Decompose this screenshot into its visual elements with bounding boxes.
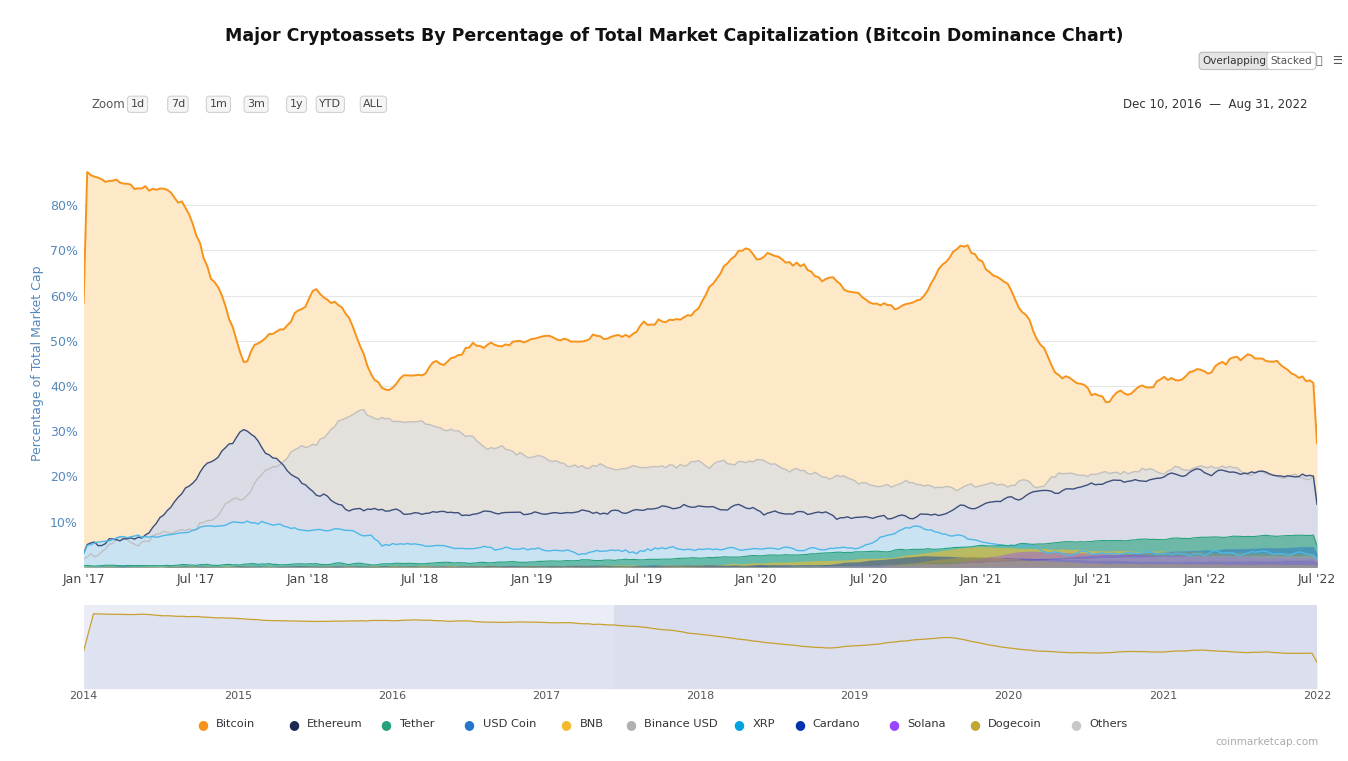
Text: Solana: Solana	[907, 719, 946, 730]
Text: ●: ●	[625, 718, 636, 731]
Text: ●: ●	[464, 718, 474, 731]
Text: ●: ●	[888, 718, 899, 731]
Text: ●: ●	[969, 718, 980, 731]
Text: 3m: 3m	[247, 99, 266, 110]
Text: 1y: 1y	[290, 99, 303, 110]
Text: Major Cryptoassets By Percentage of Total Market Capitalization (Bitcoin Dominan: Major Cryptoassets By Percentage of Tota…	[225, 27, 1123, 45]
Text: ●: ●	[288, 718, 299, 731]
Text: ☰: ☰	[1332, 56, 1341, 66]
Text: Ethereum: Ethereum	[307, 719, 363, 730]
Text: 1d: 1d	[131, 99, 144, 110]
Text: 7d: 7d	[171, 99, 185, 110]
Text: XRP: XRP	[752, 719, 775, 730]
Text: ●: ●	[561, 718, 572, 731]
Text: YTD: YTD	[319, 99, 341, 110]
Text: Overlapping: Overlapping	[1202, 56, 1267, 66]
Text: Tether: Tether	[399, 719, 434, 730]
Text: USD Coin: USD Coin	[483, 719, 537, 730]
Text: Stacked: Stacked	[1271, 56, 1312, 66]
Text: ●: ●	[733, 718, 744, 731]
Text: Bitcoin: Bitcoin	[216, 719, 255, 730]
Bar	[613, 605, 1317, 689]
Text: 1m: 1m	[209, 99, 228, 110]
Text: Cardano: Cardano	[813, 719, 860, 730]
Text: Dogecoin: Dogecoin	[988, 719, 1042, 730]
Text: ●: ●	[197, 718, 208, 731]
Text: ●: ●	[380, 718, 391, 731]
Text: Dec 10, 2016  —  Aug 31, 2022: Dec 10, 2016 — Aug 31, 2022	[1123, 97, 1308, 111]
Text: ●: ●	[794, 718, 805, 731]
Text: ALL: ALL	[364, 99, 383, 110]
Y-axis label: Percentage of Total Market Cap: Percentage of Total Market Cap	[31, 266, 44, 461]
Text: ●: ●	[1070, 718, 1081, 731]
Text: Binance USD: Binance USD	[644, 719, 718, 730]
Text: ⤢: ⤢	[1316, 56, 1322, 66]
Text: Others: Others	[1089, 719, 1127, 730]
Text: Zoom: Zoom	[92, 97, 125, 111]
Text: coinmarketcap.com: coinmarketcap.com	[1215, 737, 1318, 747]
Text: BNB: BNB	[580, 719, 604, 730]
